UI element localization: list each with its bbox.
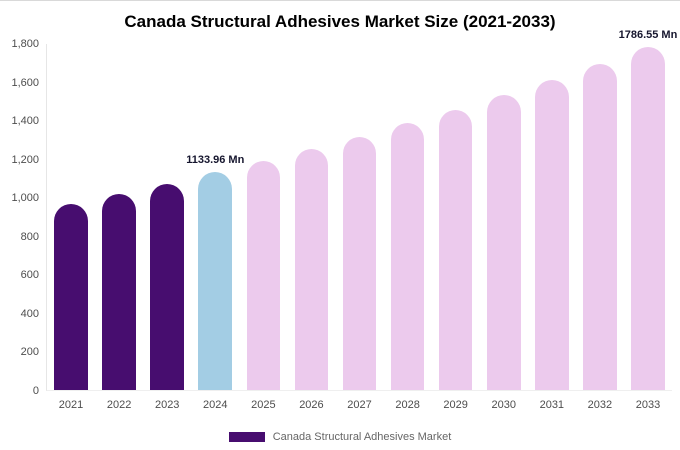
- x-axis-label-2023: 2023: [154, 399, 180, 411]
- bar-column-2029: 2029: [432, 44, 480, 411]
- bars-group: 2021 2022 2023 1133.96 Mn 2024 2025 2026 2027 20…: [46, 29, 678, 411]
- x-axis-label-2031: 2031: [539, 399, 565, 411]
- bar-2028[interactable]: [390, 123, 425, 390]
- x-axis-label-2030: 2030: [491, 399, 516, 411]
- bar-2029[interactable]: [438, 109, 473, 390]
- bar-column-2027: 2027: [335, 44, 383, 411]
- bar-2032[interactable]: [583, 63, 617, 390]
- bar-2030[interactable]: [486, 94, 521, 390]
- bar-column-2032: 2032: [576, 44, 624, 411]
- x-axis-label-2022: 2022: [106, 399, 132, 411]
- y-axis: 0 200 400 600 800 1,000 1,200 1,400 1,600 1,800: [0, 38, 46, 397]
- x-axis-label-2027: 2027: [347, 399, 372, 411]
- legend[interactable]: Canada Structural Adhesives Market: [0, 431, 680, 443]
- y-tick-label: 1,000: [11, 192, 39, 205]
- bar-column-2025: 2025: [239, 44, 287, 411]
- legend-label: Canada Structural Adhesives Market: [272, 431, 452, 443]
- y-tick-label: 400: [20, 307, 39, 320]
- y-tick-label: 1,400: [11, 115, 39, 128]
- bar-2027[interactable]: [342, 136, 377, 390]
- y-tick-label: 1,600: [11, 76, 39, 89]
- bar-2023[interactable]: [150, 183, 185, 390]
- x-axis-label-2024: 2024: [203, 399, 228, 411]
- bar-column-2024: 1133.96 Mn 2024: [186, 44, 244, 411]
- x-axis-label-2033: 2033: [635, 399, 661, 411]
- legend-swatch: [228, 432, 265, 442]
- x-axis-label-2026: 2026: [299, 399, 324, 411]
- bar-column-2021: 2021: [47, 44, 95, 411]
- bar-2025[interactable]: [246, 160, 281, 390]
- bar-column-2030: 2030: [480, 44, 528, 411]
- bar-column-2033: 1786.55 Mn 2033: [619, 29, 678, 411]
- y-tick-label: 800: [20, 230, 39, 243]
- x-axis-label-2021: 2021: [58, 399, 84, 411]
- data-label-2024: 1133.96 Mn: [186, 154, 245, 167]
- plot-area: 2021 2022 2023 1133.96 Mn 2024 2025 2026 2027 20…: [46, 29, 678, 411]
- y-tick-label: 1,800: [11, 38, 39, 50]
- bar-2021[interactable]: [54, 203, 88, 390]
- y-tick-label: 200: [20, 346, 39, 359]
- bar-2031[interactable]: [535, 79, 569, 390]
- x-axis-label-2032: 2032: [587, 399, 613, 411]
- data-label-2033: 1786.55 Mn: [618, 28, 678, 41]
- bar-column-2028: 2028: [384, 44, 432, 411]
- x-axis-label-2029: 2029: [443, 399, 468, 411]
- y-tick-label: 1,200: [11, 153, 39, 166]
- y-tick-label: 0: [32, 385, 39, 397]
- bar-column-2022: 2022: [95, 44, 143, 411]
- y-tick-label: 600: [20, 269, 39, 282]
- x-axis-label-2028: 2028: [395, 399, 420, 411]
- bar-2026[interactable]: [294, 148, 329, 390]
- bar-2024[interactable]: 1133.96 Mn: [186, 154, 244, 390]
- bar-2033[interactable]: 1786.55 Mn: [619, 29, 677, 390]
- x-axis-label-2025: 2025: [251, 399, 276, 411]
- bar-2022[interactable]: [102, 193, 136, 390]
- bar-column-2031: 2031: [528, 44, 576, 411]
- bar-column-2023: 2023: [143, 44, 191, 411]
- chart-title: Canada Structural Adhesives Market Size …: [124, 12, 556, 31]
- bar-column-2026: 2026: [287, 44, 335, 411]
